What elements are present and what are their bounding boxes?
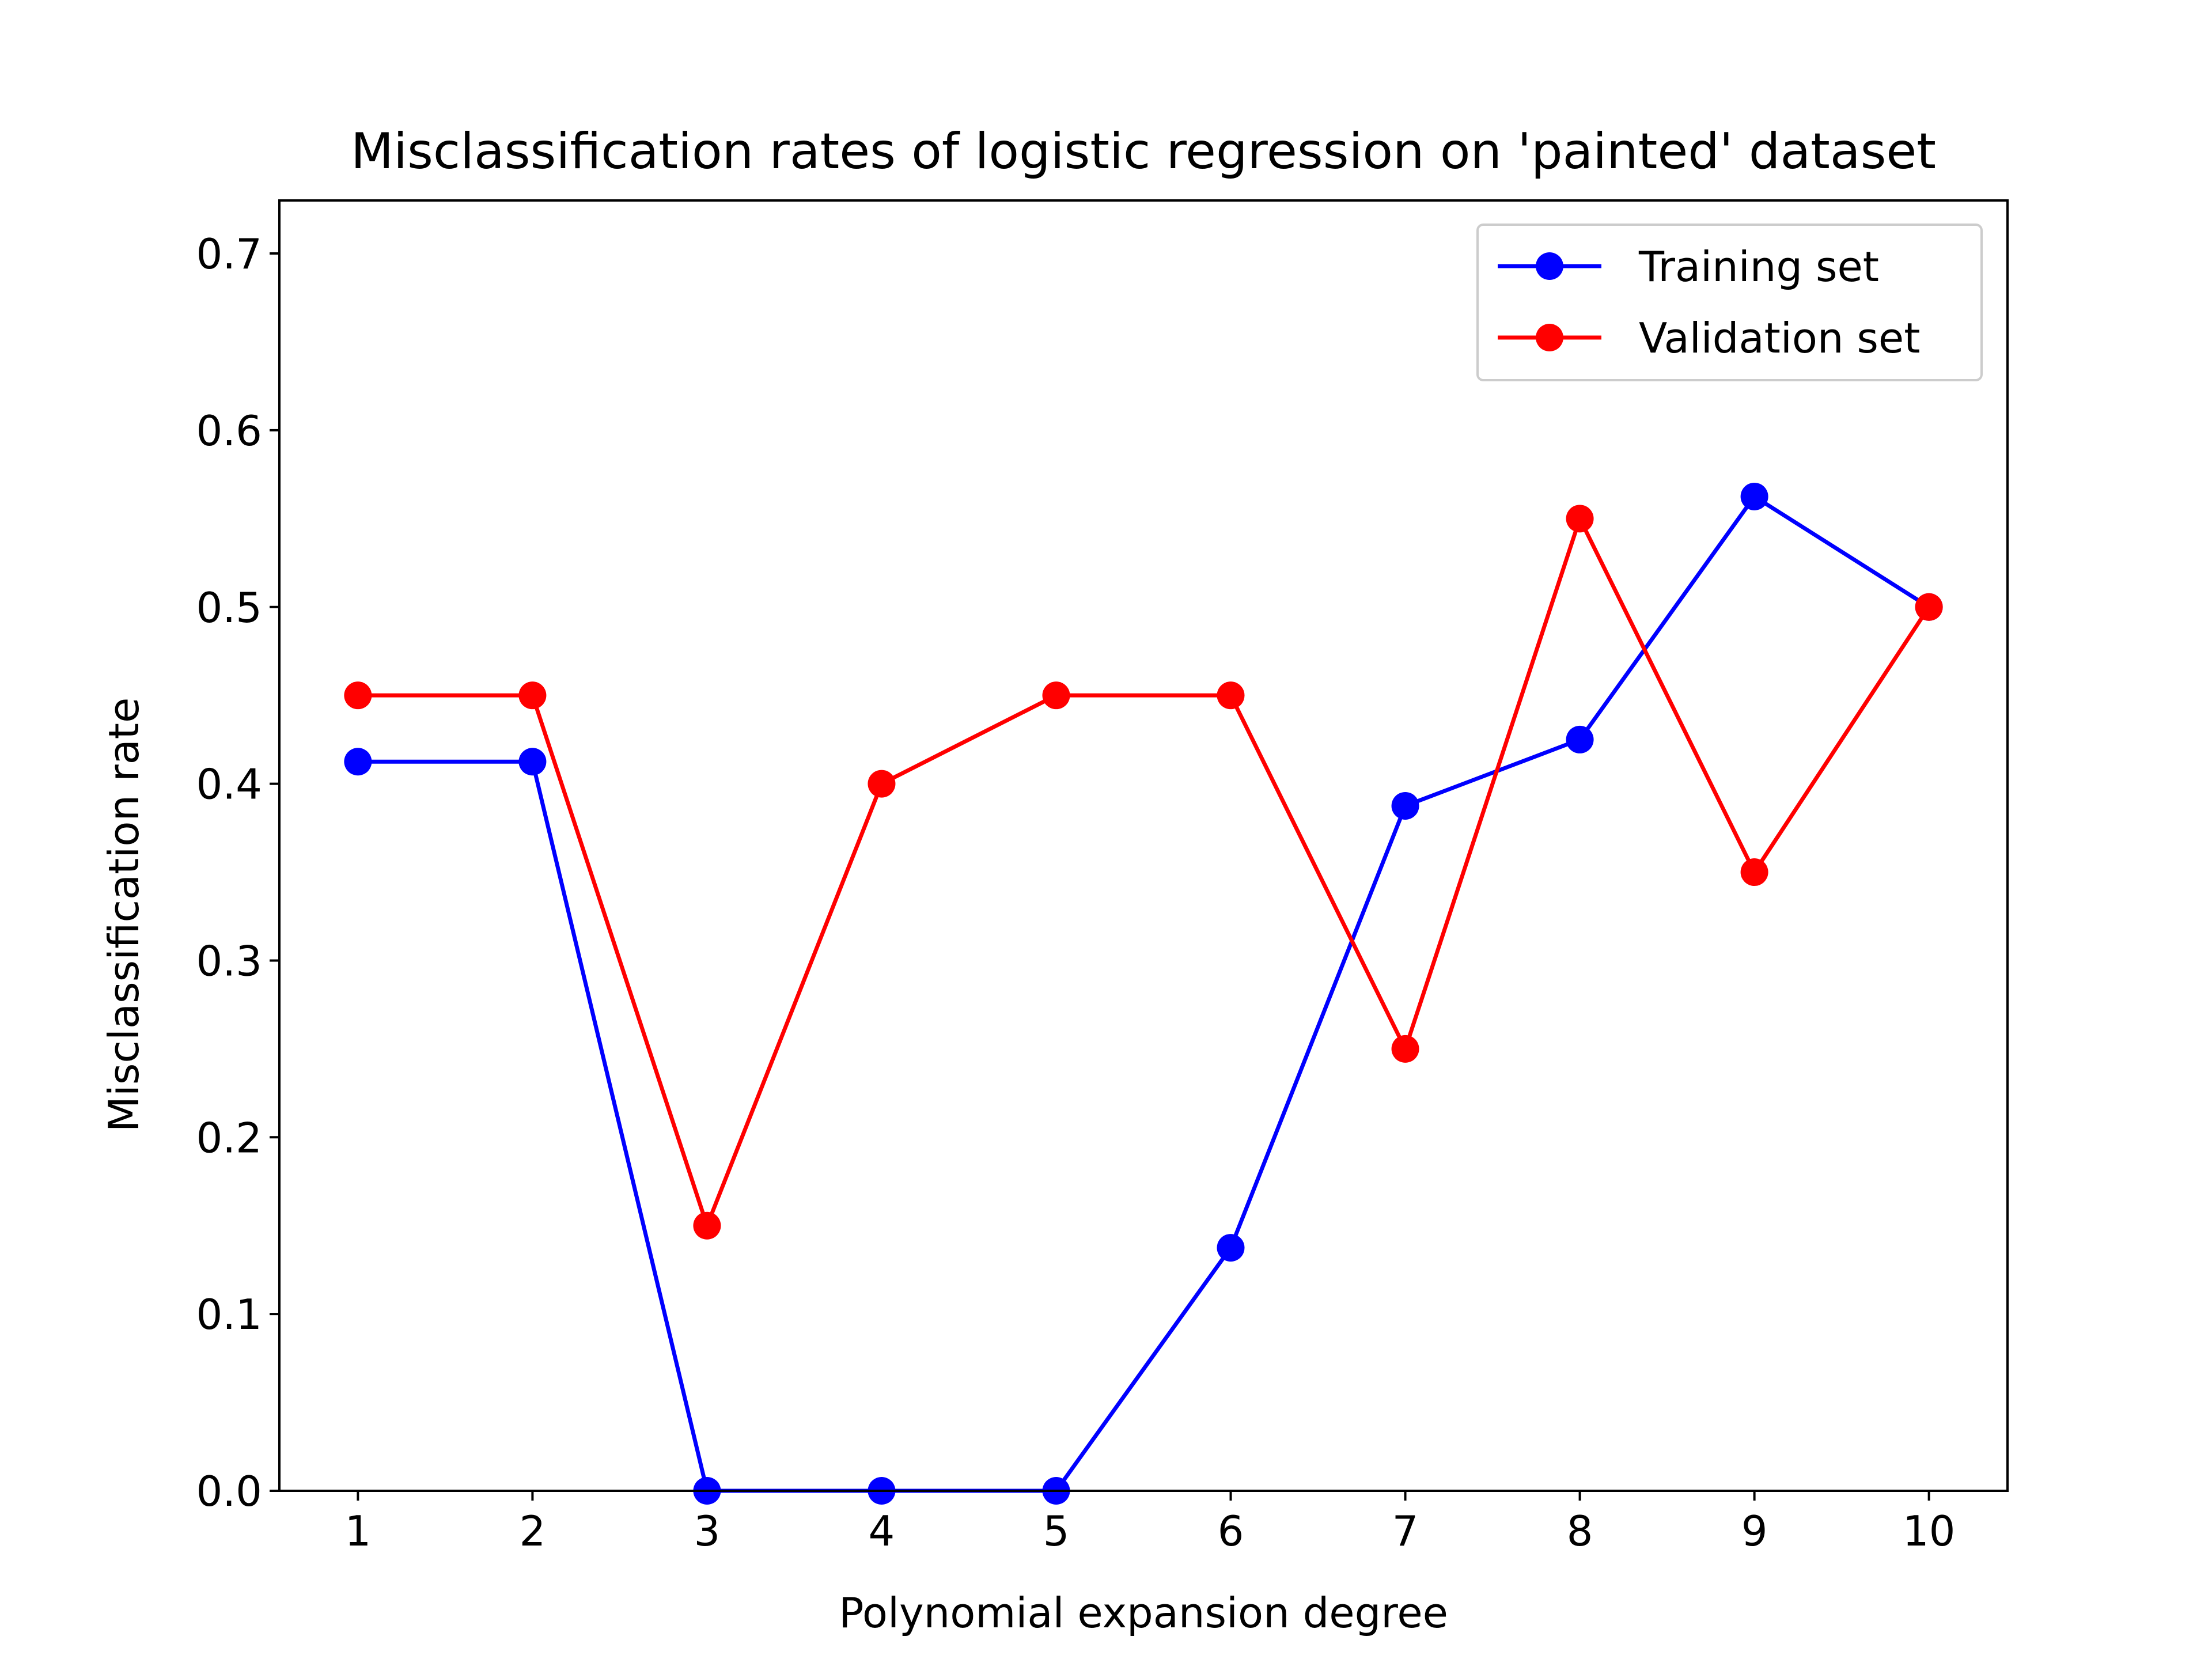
series-1-point: [1391, 791, 1419, 820]
series-1-point: [344, 748, 372, 776]
legend-label-2: Validation set: [1639, 314, 1920, 362]
y-tick-label: 0.6: [196, 407, 262, 455]
y-axis-label: Misclassification rate: [100, 698, 148, 1132]
x-tick-label: 6: [1218, 1507, 1244, 1555]
axes-frame: [278, 199, 2009, 1492]
series-2-point: [1915, 593, 1943, 621]
y-tick-label: 0.4: [196, 760, 262, 809]
series-line-1: [358, 494, 1930, 1493]
x-axis-label: Polynomial expansion degree: [839, 1589, 1448, 1637]
y-tick-label: 0.3: [196, 937, 262, 985]
x-tick-label: 7: [1392, 1507, 1419, 1555]
x-tick-label: 5: [1043, 1507, 1070, 1555]
series-2-point: [693, 1211, 721, 1240]
y-tick-label: 0.5: [196, 584, 262, 632]
series-2-point: [1042, 681, 1070, 710]
x-tick-label: 9: [1741, 1507, 1768, 1555]
series-2-point: [1391, 1035, 1419, 1063]
series-1-point: [1217, 1234, 1245, 1262]
series-2-point: [1566, 505, 1594, 533]
y-tick-label: 0.2: [196, 1113, 262, 1162]
series-line-2: [358, 516, 1931, 1228]
series-1-point: [518, 748, 547, 776]
plot-area: [344, 482, 1943, 1505]
series-2-point: [518, 681, 547, 710]
y-tick-label: 0.0: [196, 1467, 262, 1516]
legend: Training set Validation set: [1476, 224, 1983, 381]
series-2-point: [868, 770, 896, 798]
legend-box: [1476, 224, 1983, 381]
legend-marker-2: [1536, 324, 1563, 351]
x-tick-label: 1: [344, 1507, 371, 1555]
series-1-point: [1566, 725, 1594, 753]
series-2-point: [1217, 681, 1245, 710]
x-tick-label: 10: [1903, 1507, 1956, 1555]
axis-ticks: 1 2 3 4 5 6 7 8 9 10 0.0 0.1 0.2 0.3 0.4 0.5 0.6 0.7: [196, 230, 1955, 1555]
y-tick-label: 0.1: [196, 1290, 262, 1339]
x-tick-label: 8: [1567, 1507, 1593, 1555]
x-tick-label: 4: [869, 1507, 895, 1555]
series-2-point: [1740, 858, 1768, 887]
series-2-point: [344, 681, 372, 710]
chart-title: Misclassification rates of logistic regr…: [351, 123, 1936, 180]
series-1-point: [1740, 482, 1768, 510]
x-tick-label: 3: [694, 1507, 721, 1555]
y-tick-label: 0.7: [196, 230, 262, 278]
legend-label-1: Training set: [1638, 243, 1879, 291]
x-tick-label: 2: [519, 1507, 546, 1555]
legend-marker-1: [1536, 252, 1563, 280]
